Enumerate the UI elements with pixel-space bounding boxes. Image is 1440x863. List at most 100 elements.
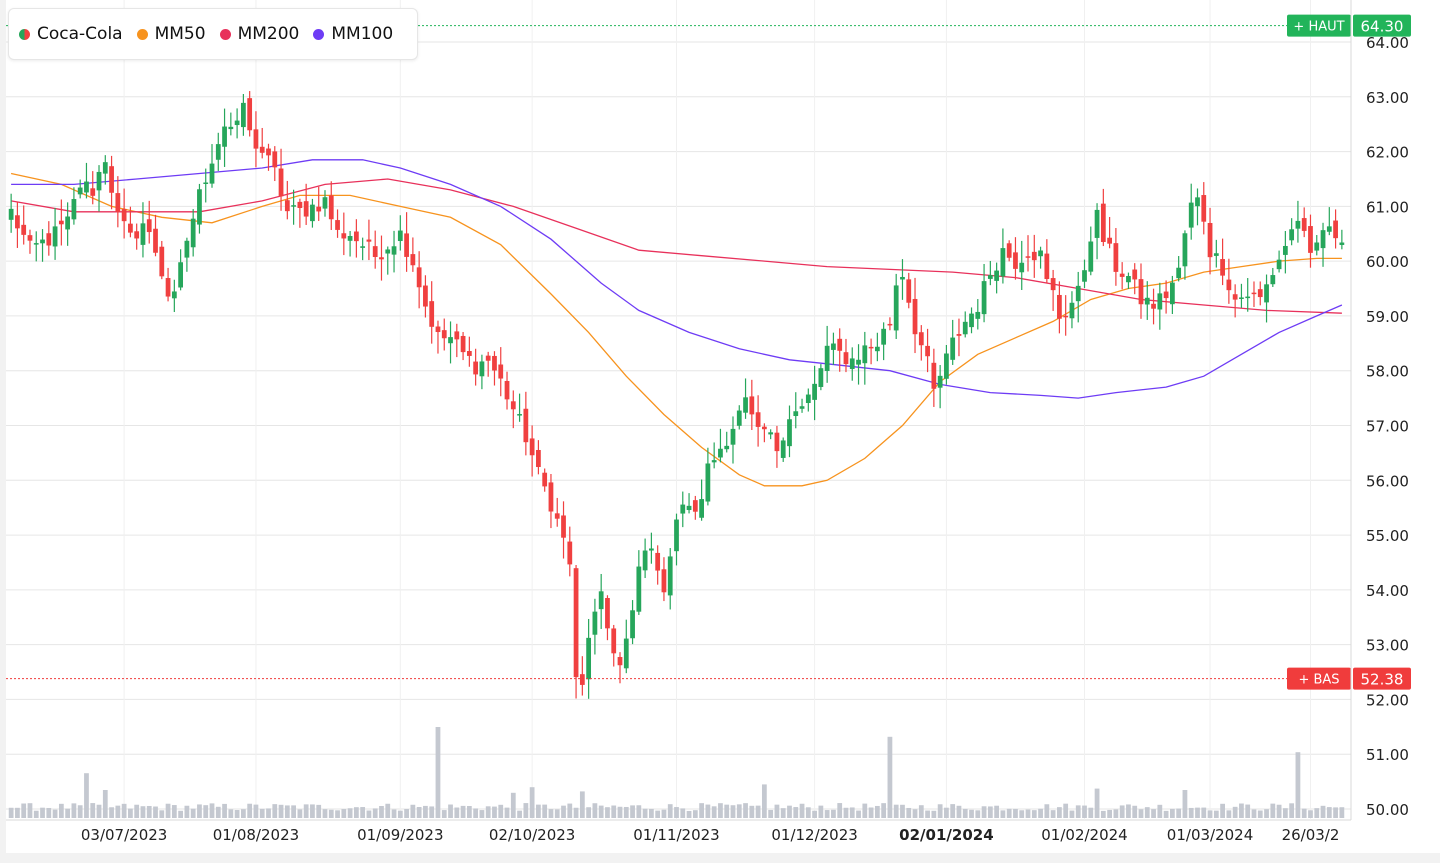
candle-body bbox=[542, 472, 548, 487]
y-tick-label: 64.00 bbox=[1366, 34, 1409, 52]
candle-body bbox=[1239, 297, 1244, 299]
volume-bar bbox=[146, 805, 152, 818]
volume-bar bbox=[692, 810, 698, 818]
volume-bar bbox=[1050, 810, 1056, 818]
volume-bar bbox=[755, 805, 761, 818]
volume-bar bbox=[322, 809, 328, 818]
candle-body bbox=[372, 246, 378, 257]
volume-bar bbox=[379, 805, 384, 818]
candle-body bbox=[642, 550, 648, 571]
volume-bar bbox=[950, 804, 956, 818]
volume-bar bbox=[77, 805, 83, 818]
candle-body bbox=[278, 168, 284, 197]
plot-background bbox=[6, 0, 1351, 820]
volume-bar bbox=[592, 803, 598, 818]
high-marker-label-box bbox=[1287, 14, 1351, 37]
volume-bar bbox=[1176, 808, 1182, 818]
volume-bar bbox=[498, 804, 504, 818]
volume-bar bbox=[711, 806, 717, 818]
volume-bar bbox=[102, 790, 108, 818]
volume-bar bbox=[818, 805, 824, 818]
volume-bar bbox=[84, 773, 89, 818]
volume-bar bbox=[128, 808, 133, 818]
volume-bar bbox=[962, 808, 968, 818]
volume-bar bbox=[1013, 808, 1018, 818]
candle-body bbox=[548, 482, 554, 512]
candle-body bbox=[906, 279, 912, 303]
candle-body bbox=[843, 352, 849, 365]
volume-bar bbox=[1245, 804, 1251, 818]
candle-body bbox=[397, 230, 403, 242]
volume-bar bbox=[510, 792, 516, 818]
legend-item-mm100[interactable]: MM100 bbox=[313, 24, 393, 44]
candle-body bbox=[1132, 269, 1138, 280]
candle-body bbox=[153, 228, 158, 253]
candle-body bbox=[316, 206, 322, 212]
candle-body bbox=[71, 199, 77, 220]
candle-body bbox=[1220, 259, 1225, 276]
volume-bar bbox=[799, 803, 805, 818]
candle-body bbox=[1126, 276, 1131, 283]
candle-body bbox=[1232, 294, 1238, 300]
low-marker-label-box bbox=[1287, 667, 1351, 690]
candle-body bbox=[699, 499, 704, 518]
candle-body bbox=[617, 657, 623, 666]
volume-bar bbox=[504, 807, 510, 818]
volume-bar bbox=[674, 807, 679, 818]
candle-body bbox=[1050, 278, 1056, 291]
volume-bar bbox=[1025, 809, 1031, 818]
legend-item-coca-cola[interactable]: Coca-Cola bbox=[19, 24, 123, 44]
x-tick-label: 26/03/2 bbox=[1282, 826, 1340, 844]
candle-body bbox=[1339, 242, 1345, 245]
candle-body bbox=[711, 460, 717, 463]
volume-bar bbox=[441, 810, 447, 818]
candle-body bbox=[40, 239, 45, 244]
candle-body bbox=[209, 163, 215, 184]
volume-bar bbox=[222, 803, 227, 818]
candle-body bbox=[868, 346, 874, 349]
candle-body bbox=[178, 262, 184, 288]
candle-body bbox=[1100, 203, 1106, 242]
legend-item-mm50[interactable]: MM50 bbox=[136, 24, 206, 44]
candle-body bbox=[1289, 229, 1295, 241]
candle-body bbox=[266, 148, 271, 156]
candle-body bbox=[84, 181, 89, 193]
high-marker-value: 64.30 bbox=[1361, 18, 1404, 36]
volume-bar bbox=[241, 809, 246, 818]
candle-body bbox=[1201, 195, 1207, 222]
candle-body bbox=[253, 129, 259, 149]
y-tick-label: 57.00 bbox=[1366, 418, 1409, 436]
volume-bar bbox=[1144, 807, 1150, 818]
volume-bar bbox=[297, 809, 303, 818]
legend-item-mm200[interactable]: MM200 bbox=[219, 24, 299, 44]
candle-body bbox=[893, 285, 899, 331]
mm100-dot-icon bbox=[313, 28, 325, 40]
x-tick-label: 01/11/2023 bbox=[633, 826, 719, 844]
candle-body bbox=[630, 610, 635, 639]
volume-bar bbox=[718, 803, 723, 818]
volume-bar bbox=[554, 809, 560, 818]
volume-bar bbox=[623, 806, 629, 818]
volume-bar bbox=[705, 804, 711, 818]
volume-bar bbox=[686, 810, 692, 818]
volume-bar bbox=[561, 805, 566, 818]
candle-body bbox=[247, 98, 253, 131]
volume-bar bbox=[843, 807, 849, 818]
volume-bar bbox=[862, 803, 868, 818]
candle-body bbox=[140, 223, 146, 245]
volume-bar bbox=[1163, 810, 1169, 818]
volume-bar bbox=[1038, 808, 1043, 818]
volume-bar bbox=[278, 804, 284, 818]
volume-bar bbox=[787, 805, 792, 818]
candle-body bbox=[667, 556, 673, 596]
candle-body bbox=[1326, 226, 1332, 232]
candle-body bbox=[611, 628, 617, 654]
volume-bar bbox=[1326, 807, 1332, 818]
volume-bar bbox=[1100, 810, 1106, 818]
volume-bar bbox=[912, 809, 918, 818]
volume-bar bbox=[404, 808, 409, 818]
volume-bar bbox=[1132, 805, 1138, 818]
candle-body bbox=[1257, 289, 1263, 298]
volume-bar bbox=[416, 807, 422, 818]
